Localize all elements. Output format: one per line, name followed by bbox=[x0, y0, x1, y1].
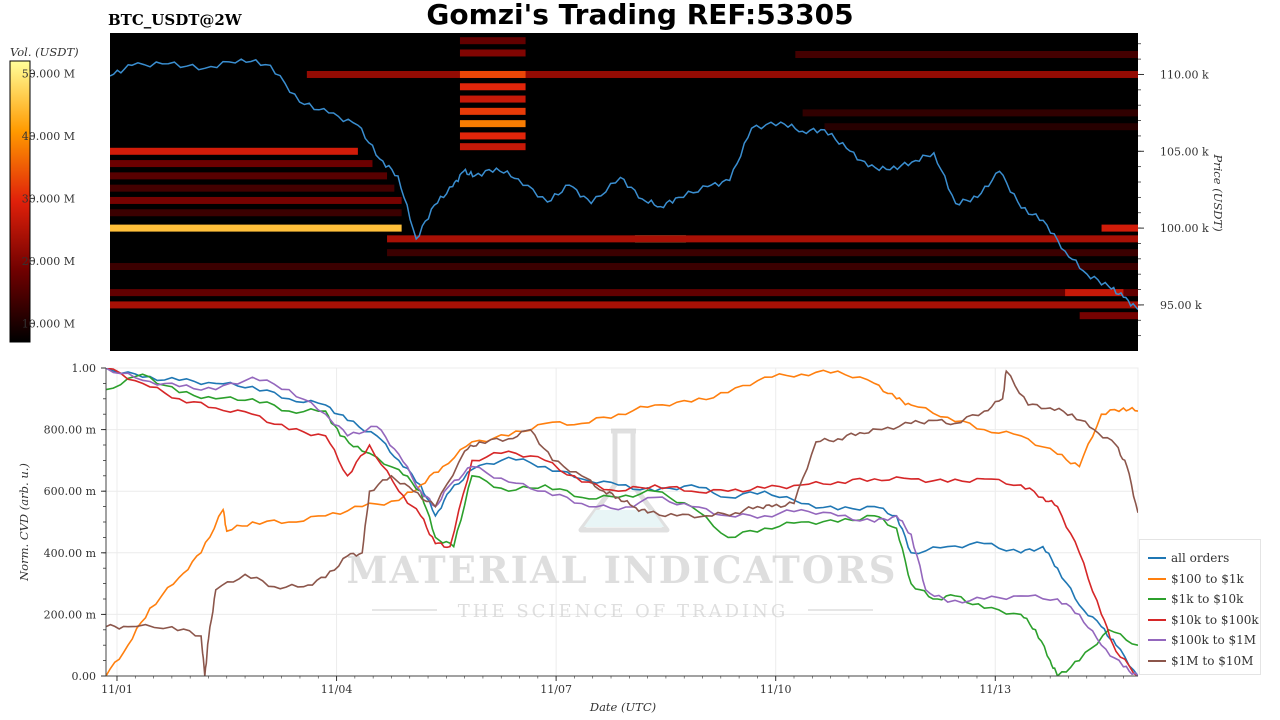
watermark-name: MATERIAL INDICATORS bbox=[347, 548, 898, 592]
heatmap-band bbox=[110, 160, 373, 168]
legend-label: $1k to $10k bbox=[1171, 592, 1244, 607]
heatmap-band bbox=[110, 263, 1138, 271]
cvd-x-axis-label: Date (UTC) bbox=[589, 700, 656, 714]
price-tick-label: 100.00 k bbox=[1160, 222, 1209, 235]
price-line bbox=[110, 58, 1138, 310]
cvd-y-tick-label: 0.00 bbox=[72, 670, 97, 683]
heatmap-band bbox=[110, 301, 1138, 309]
legend-item: $1M to $10M bbox=[1148, 651, 1260, 672]
cvd-series-line bbox=[106, 369, 1138, 676]
price-axis-label: Price (USDT) bbox=[1211, 153, 1225, 231]
legend: all orders $100 to $1k $1k to $10k $10k to … bbox=[1139, 539, 1261, 675]
heatmap-band bbox=[110, 289, 1138, 297]
price-tick-label: 105.00 k bbox=[1160, 145, 1209, 158]
heatmap-band bbox=[795, 51, 1138, 59]
legend-item: all orders bbox=[1148, 548, 1260, 569]
heatmap-band bbox=[459, 107, 526, 115]
colorbar-tick-label: 40.000 M bbox=[22, 130, 75, 143]
cvd-y-axis-label: Norm. CVD (arb. u.) bbox=[17, 463, 31, 582]
cvd-lines bbox=[106, 368, 1138, 676]
heatmap-band bbox=[802, 109, 1138, 117]
cvd-x-tick-label: 11/07 bbox=[540, 683, 572, 696]
colorbar-tick-label: 10.000 M bbox=[22, 317, 75, 330]
heatmap-band bbox=[110, 209, 402, 217]
heatmap-band bbox=[459, 83, 526, 91]
legend-label: all orders bbox=[1171, 551, 1230, 566]
legend-swatch bbox=[1148, 577, 1166, 580]
page-title: Gomzi's Trading REF:53305 bbox=[426, 0, 854, 31]
cvd-series-line bbox=[106, 373, 1138, 676]
heatmap-band bbox=[459, 49, 526, 57]
cvd-y-tick-label: 400.00 m bbox=[44, 547, 97, 560]
legend-item: $100 to $1k bbox=[1148, 569, 1260, 590]
cvd-x-tick-label: 11/13 bbox=[979, 683, 1011, 696]
cvd-series-line bbox=[106, 368, 1138, 676]
cvd-series-line bbox=[106, 368, 1138, 676]
legend-label: $100k to $1M bbox=[1171, 633, 1257, 648]
heatmap-band bbox=[824, 123, 1138, 131]
symbol-label: BTC_USDT@2W bbox=[108, 11, 242, 29]
legend-item: $10k to $100k bbox=[1148, 610, 1260, 631]
colorbar-tick-label: 20.000 M bbox=[22, 255, 75, 268]
flask-icon bbox=[578, 428, 670, 533]
cvd-x-tick-label: 11/04 bbox=[321, 683, 353, 696]
heatmap-band bbox=[459, 120, 526, 128]
legend-swatch bbox=[1148, 659, 1166, 662]
cvd-y-tick-label: 200.00 m bbox=[44, 608, 97, 621]
cvd-series-line bbox=[106, 369, 1138, 676]
cvd-x-tick-label: 11/01 bbox=[101, 683, 133, 696]
heatmap-band bbox=[110, 147, 358, 155]
heatmap-band bbox=[1065, 289, 1124, 297]
heatmap-background bbox=[110, 33, 1138, 351]
heatmap-band bbox=[306, 70, 1138, 78]
colorbar-label: Vol. (USDT) bbox=[10, 45, 79, 59]
legend-item: $1k to $10k bbox=[1148, 589, 1260, 610]
legend-item: $100k to $1M bbox=[1148, 630, 1260, 651]
cvd-y-tick-label: 600.00 m bbox=[44, 485, 97, 498]
heatmap-band bbox=[459, 132, 526, 140]
watermark: MATERIAL INDICATORS THE SCIENCE OF TRADI… bbox=[347, 428, 898, 622]
heatmap-band bbox=[459, 70, 526, 78]
cvd-y-tick-label: 800.00 m bbox=[44, 424, 97, 437]
cvd-y-ticks: 1.00 800.00 m 600.00 m 400.00 m 200.00 m 0.00 bbox=[44, 362, 107, 683]
heatmap-band bbox=[387, 235, 1138, 243]
cvd-x-ticks: 11/01 11/04 11/07 11/10 11/13 bbox=[101, 675, 1138, 696]
price-tick-label: 95.00 k bbox=[1160, 299, 1202, 312]
legend-label: $10k to $100k bbox=[1171, 612, 1259, 627]
heatmap-band bbox=[1079, 312, 1138, 320]
cvd-x-tick-label: 11/10 bbox=[760, 683, 792, 696]
price-axis-ticks: 110.00 k 105.00 k 100.00 k 95.00 k bbox=[1138, 43, 1209, 337]
heatmap-band bbox=[387, 249, 1138, 257]
legend-swatch bbox=[1148, 618, 1166, 621]
heatmap-band bbox=[110, 196, 402, 204]
heatmap-band bbox=[110, 184, 395, 192]
heatmap-band bbox=[459, 95, 526, 103]
heatmap-band bbox=[459, 37, 526, 45]
heatmap-band bbox=[110, 172, 388, 180]
cvd-y-tick-label: 1.00 bbox=[72, 362, 97, 375]
heatmap-band bbox=[110, 224, 402, 232]
cvd-series-line bbox=[106, 368, 1138, 676]
legend-label: $1M to $10M bbox=[1171, 653, 1254, 668]
legend-swatch bbox=[1148, 557, 1166, 560]
legend-label: $100 to $1k bbox=[1171, 571, 1244, 586]
legend-swatch bbox=[1148, 598, 1166, 601]
heatmap-band bbox=[1101, 224, 1138, 232]
watermark-tagline: THE SCIENCE OF TRADING bbox=[458, 601, 789, 622]
colorbar-tick-label: 30.000 M bbox=[22, 192, 75, 205]
legend-swatch bbox=[1148, 639, 1166, 642]
colorbar-tick-label: 50.000 M bbox=[22, 67, 75, 80]
price-tick-label: 110.00 k bbox=[1160, 68, 1209, 81]
colorbar-ticks: 50.000 M 40.000 M 30.000 M 20.000 M 10.000 M bbox=[22, 67, 75, 330]
colorbar bbox=[9, 60, 31, 343]
heatmap-bands bbox=[110, 37, 1138, 320]
heatmap-band bbox=[459, 143, 526, 151]
